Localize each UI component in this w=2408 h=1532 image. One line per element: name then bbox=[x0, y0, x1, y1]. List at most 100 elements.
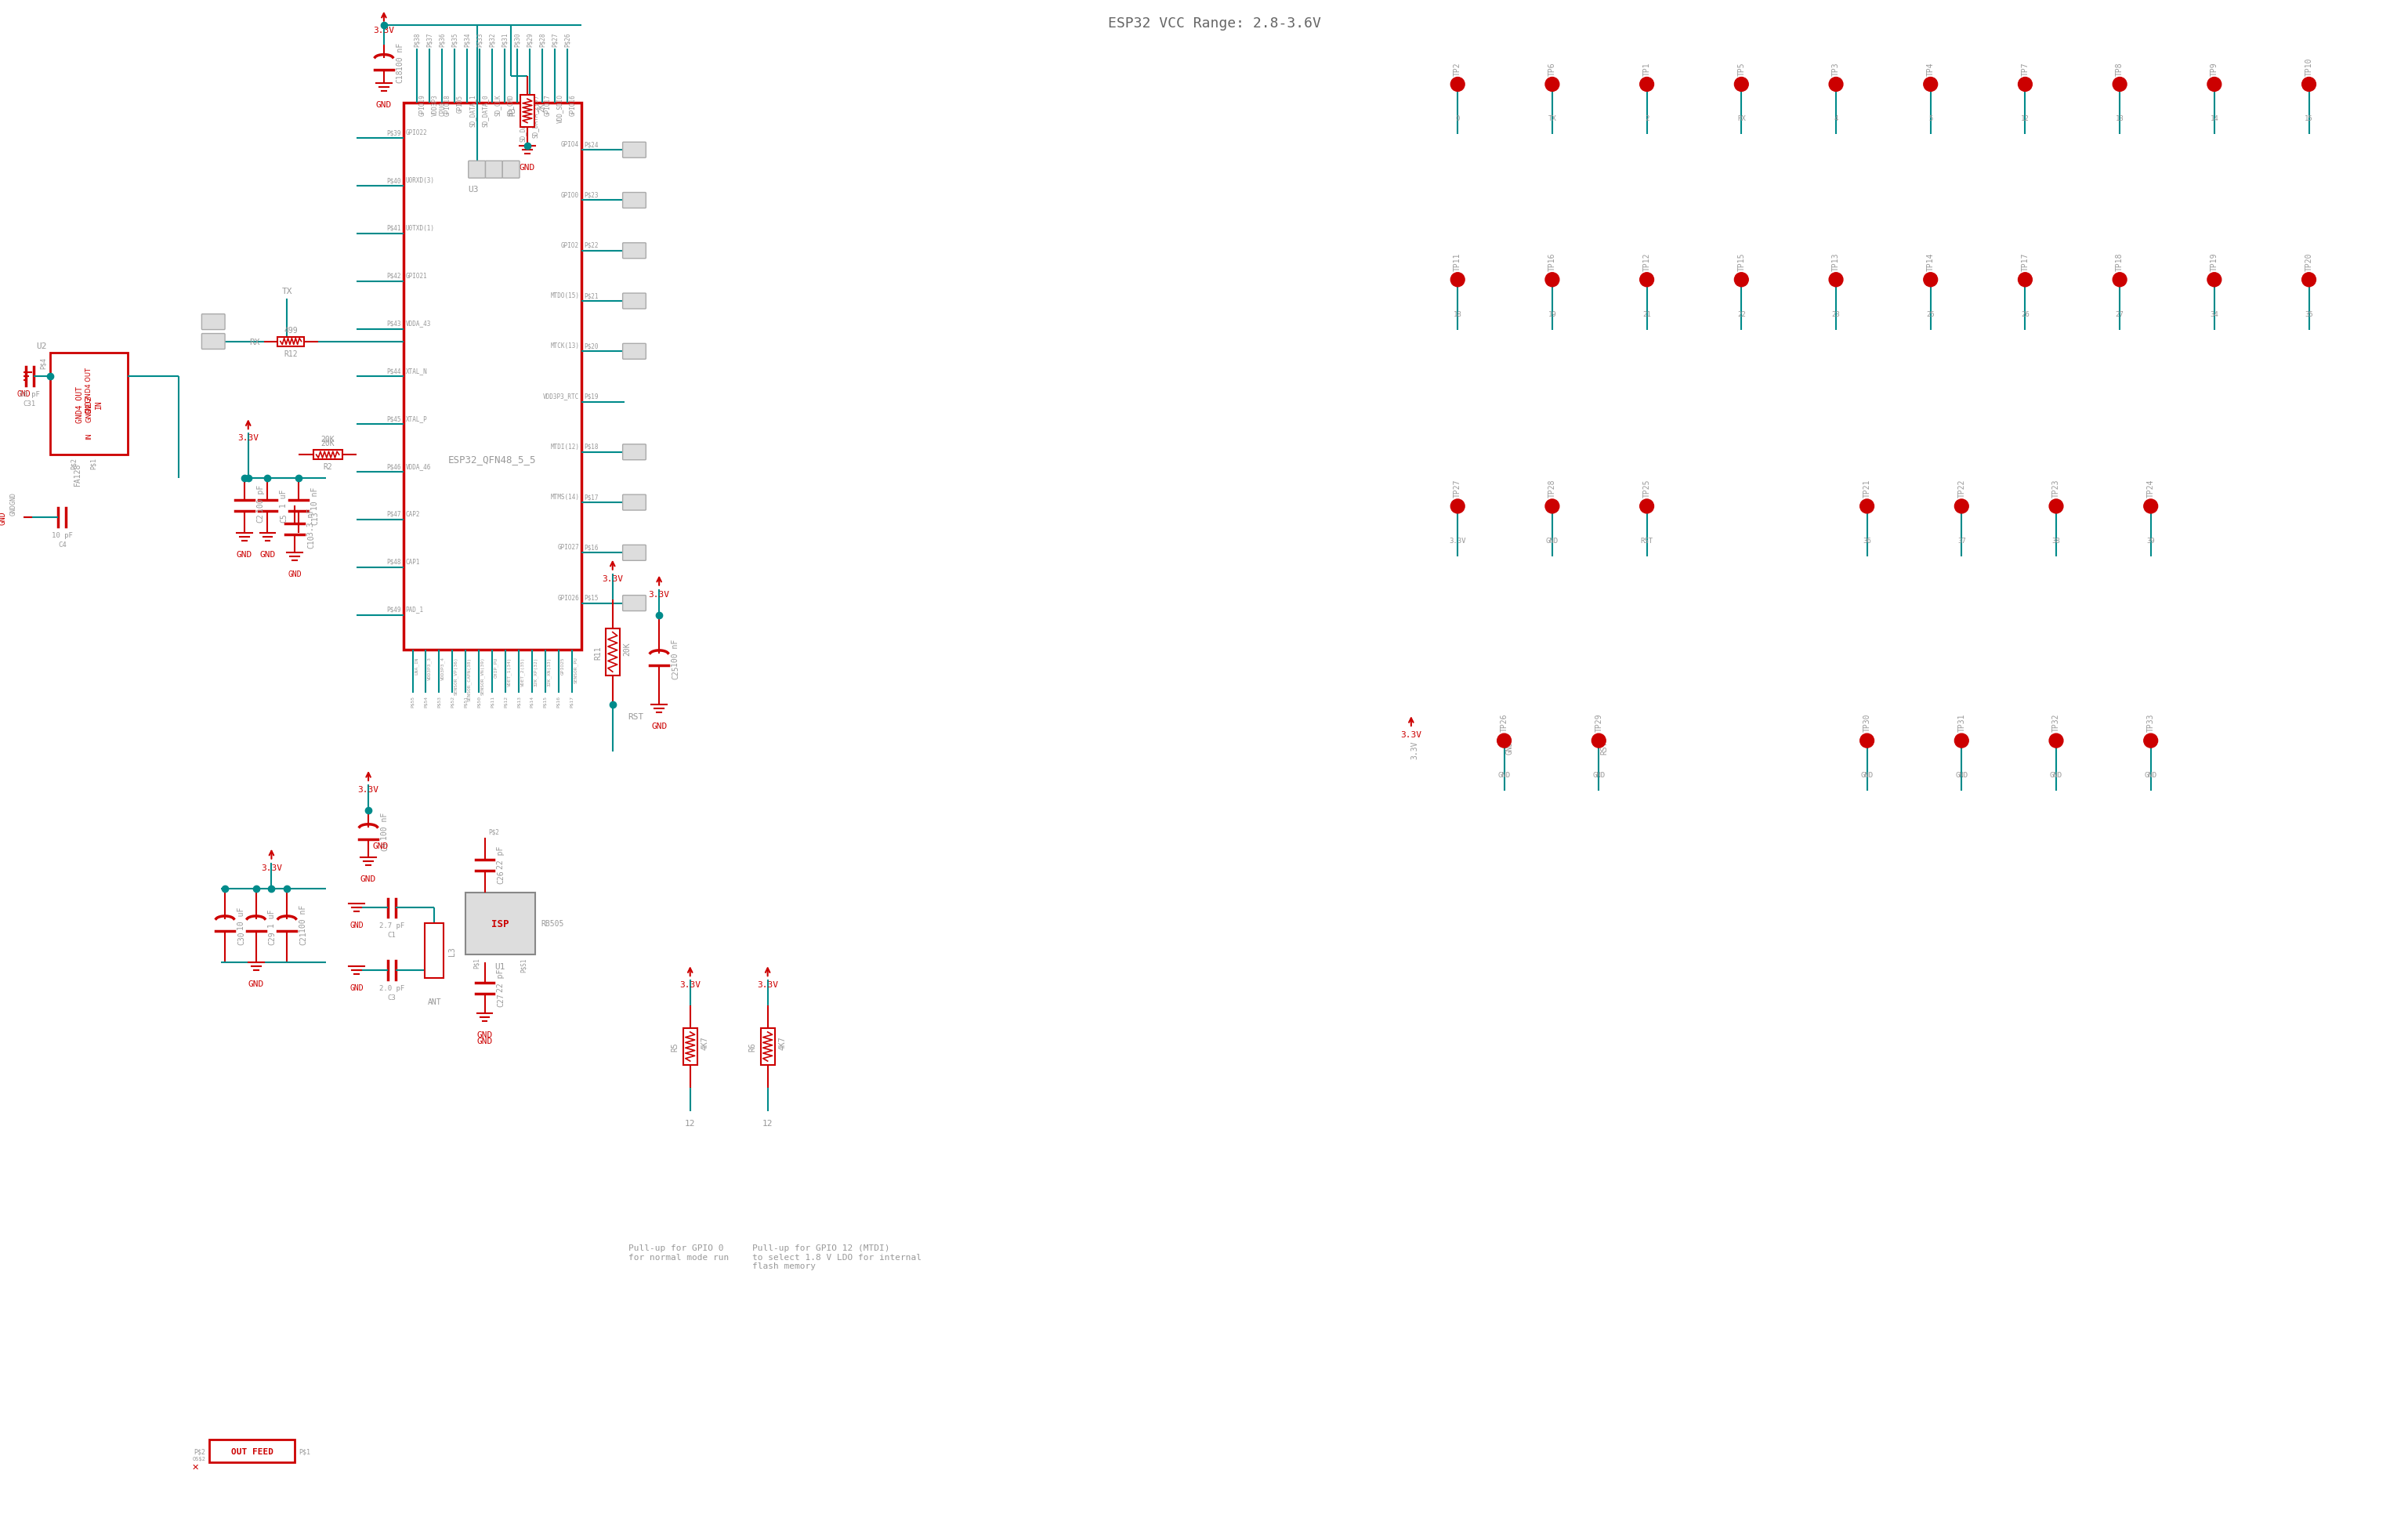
Text: P$19: P$19 bbox=[583, 392, 600, 400]
Text: GPIO0: GPIO0 bbox=[561, 192, 580, 199]
Text: 3.3V: 3.3V bbox=[679, 980, 701, 988]
Text: 20K: 20K bbox=[320, 435, 335, 443]
Text: 3.3V: 3.3V bbox=[756, 980, 778, 988]
Text: 37: 37 bbox=[1958, 538, 1965, 544]
Text: 32K_XP(32): 32K_XP(32) bbox=[535, 657, 539, 686]
Text: XTAL_P: XTAL_P bbox=[405, 415, 426, 423]
Text: 22 pF: 22 pF bbox=[496, 846, 506, 869]
Bar bbox=[604, 628, 619, 676]
Text: SENSOR_VP(36): SENSOR_VP(36) bbox=[455, 657, 458, 696]
Text: 19: 19 bbox=[1548, 311, 1556, 317]
Text: TP31: TP31 bbox=[1958, 714, 1965, 732]
Text: C18: C18 bbox=[397, 69, 405, 83]
Text: 20K: 20K bbox=[624, 642, 631, 656]
Text: VDDA_43: VDDA_43 bbox=[405, 320, 431, 326]
Text: GND: GND bbox=[650, 722, 667, 731]
Text: TP11: TP11 bbox=[1454, 253, 1462, 271]
Text: 10 nF: 10 nF bbox=[311, 487, 318, 510]
FancyBboxPatch shape bbox=[624, 495, 645, 510]
Text: GPIO19: GPIO19 bbox=[419, 95, 426, 116]
Text: C4: C4 bbox=[58, 541, 67, 548]
Text: 3.3V: 3.3V bbox=[1401, 731, 1421, 738]
FancyBboxPatch shape bbox=[624, 294, 645, 309]
Text: P$33: P$33 bbox=[477, 32, 484, 46]
Text: GND: GND bbox=[349, 984, 364, 991]
Circle shape bbox=[2302, 273, 2316, 286]
Text: P$27: P$27 bbox=[551, 32, 559, 46]
Text: MTMS(14): MTMS(14) bbox=[551, 493, 580, 501]
Text: P$29: P$29 bbox=[527, 32, 535, 46]
FancyBboxPatch shape bbox=[202, 334, 224, 349]
Text: FA128: FA128 bbox=[75, 463, 82, 486]
Text: 3.3V: 3.3V bbox=[648, 590, 669, 597]
Bar bbox=[51, 354, 128, 455]
Circle shape bbox=[1830, 273, 1842, 286]
Text: SD_DATA_1: SD_DATA_1 bbox=[470, 95, 477, 127]
Circle shape bbox=[2143, 499, 2158, 513]
Text: PAD_1: PAD_1 bbox=[405, 605, 424, 613]
Text: P$15: P$15 bbox=[583, 594, 600, 601]
Text: TP17: TP17 bbox=[2020, 253, 2030, 271]
Text: TP18: TP18 bbox=[2117, 253, 2124, 271]
Text: GND: GND bbox=[1505, 740, 1515, 754]
Text: GPIO17: GPIO17 bbox=[544, 95, 551, 116]
Text: CHIP_PU: CHIP_PU bbox=[494, 657, 498, 677]
Text: 3.3V: 3.3V bbox=[373, 26, 395, 34]
Text: 499: 499 bbox=[284, 326, 299, 334]
Text: Pull-up for GPIO 12 (MTDI)
to select 1.8 V LDO for internal
flash memory: Pull-up for GPIO 12 (MTDI) to select 1.8… bbox=[751, 1244, 922, 1270]
Circle shape bbox=[1592, 734, 1606, 748]
Text: P$32: P$32 bbox=[489, 32, 496, 46]
FancyBboxPatch shape bbox=[470, 161, 486, 179]
Text: TX: TX bbox=[1548, 115, 1556, 123]
Text: 27: 27 bbox=[2117, 311, 2124, 317]
Text: P$18: P$18 bbox=[583, 443, 600, 450]
Text: U3: U3 bbox=[467, 185, 479, 193]
Text: 15: 15 bbox=[472, 167, 482, 173]
Text: 4: 4 bbox=[1835, 115, 1837, 123]
Text: 100 nF: 100 nF bbox=[299, 904, 308, 931]
Text: SD_DATA_3(10): SD_DATA_3(10) bbox=[520, 95, 525, 141]
Text: SD_CLK: SD_CLK bbox=[494, 95, 501, 116]
Circle shape bbox=[1546, 78, 1560, 92]
Text: GND: GND bbox=[477, 1031, 494, 1039]
Text: 2: 2 bbox=[1645, 115, 1649, 123]
Text: P$17: P$17 bbox=[583, 493, 600, 501]
Text: C29: C29 bbox=[267, 930, 277, 944]
Text: VDET_2(35): VDET_2(35) bbox=[520, 657, 525, 686]
Text: LNA_IN: LNA_IN bbox=[414, 657, 419, 674]
Text: GPIO5: GPIO5 bbox=[458, 95, 462, 112]
Text: GND: GND bbox=[248, 980, 265, 988]
Text: P$15: P$15 bbox=[544, 696, 547, 708]
Text: C5: C5 bbox=[279, 513, 289, 522]
Text: R6: R6 bbox=[749, 1042, 756, 1051]
Text: C25: C25 bbox=[672, 665, 679, 679]
Text: 10 pF: 10 pF bbox=[19, 391, 41, 398]
Text: 2: 2 bbox=[631, 247, 636, 256]
Text: 27: 27 bbox=[631, 550, 638, 558]
Text: U0RXD(3): U0RXD(3) bbox=[405, 178, 433, 184]
Text: SD_CMD: SD_CMD bbox=[506, 95, 513, 116]
Text: 3.3V: 3.3V bbox=[359, 786, 378, 794]
Text: 35: 35 bbox=[2304, 311, 2314, 317]
Text: 100 nF: 100 nF bbox=[397, 43, 405, 70]
Circle shape bbox=[1498, 734, 1512, 748]
Text: ESP32_QFN48_5_5: ESP32_QFN48_5_5 bbox=[448, 453, 537, 464]
Circle shape bbox=[1450, 499, 1464, 513]
Text: VDD3P3_3: VDD3P3_3 bbox=[429, 657, 431, 680]
Text: GPIO22: GPIO22 bbox=[405, 130, 426, 136]
Text: GND: GND bbox=[373, 841, 388, 850]
Text: GND: GND bbox=[520, 164, 535, 172]
Text: GPIO16: GPIO16 bbox=[568, 95, 576, 116]
Text: P$S1: P$S1 bbox=[520, 958, 527, 971]
FancyBboxPatch shape bbox=[624, 596, 645, 611]
Text: GND: GND bbox=[1498, 772, 1510, 778]
Text: GPIO26: GPIO26 bbox=[559, 594, 580, 601]
Text: C10: C10 bbox=[308, 535, 315, 548]
Circle shape bbox=[1450, 273, 1464, 286]
Text: TP27: TP27 bbox=[1454, 480, 1462, 498]
Text: TP7: TP7 bbox=[2020, 61, 2030, 75]
Text: TP33: TP33 bbox=[2148, 714, 2155, 732]
Text: P$51: P$51 bbox=[465, 696, 467, 708]
Text: TP26: TP26 bbox=[1500, 714, 1507, 732]
Text: MTDI(12): MTDI(12) bbox=[551, 443, 580, 450]
